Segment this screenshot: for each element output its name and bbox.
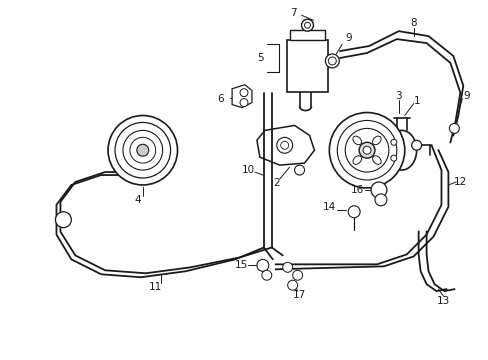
Polygon shape xyxy=(256,125,314,165)
Circle shape xyxy=(282,262,292,272)
Text: 12: 12 xyxy=(453,177,466,187)
Circle shape xyxy=(301,19,313,31)
Text: 10: 10 xyxy=(241,165,254,175)
Text: 7: 7 xyxy=(290,8,296,18)
Circle shape xyxy=(262,270,271,280)
Text: 13: 13 xyxy=(436,296,449,306)
Circle shape xyxy=(280,141,288,149)
Circle shape xyxy=(294,165,304,175)
Text: 16: 16 xyxy=(350,185,363,195)
Text: 2: 2 xyxy=(273,178,280,188)
Circle shape xyxy=(122,130,163,170)
Circle shape xyxy=(345,129,388,172)
Circle shape xyxy=(115,122,170,178)
Circle shape xyxy=(130,137,155,163)
Text: 5: 5 xyxy=(257,53,264,63)
Circle shape xyxy=(276,137,292,153)
Circle shape xyxy=(337,121,396,180)
Ellipse shape xyxy=(352,136,361,145)
Circle shape xyxy=(390,155,396,161)
Text: 9: 9 xyxy=(344,33,351,43)
Text: 8: 8 xyxy=(409,18,416,28)
Circle shape xyxy=(137,144,148,156)
Ellipse shape xyxy=(352,156,361,164)
Circle shape xyxy=(287,280,297,290)
Circle shape xyxy=(390,139,396,145)
Circle shape xyxy=(304,22,310,28)
Circle shape xyxy=(370,182,386,198)
Ellipse shape xyxy=(386,130,416,170)
Polygon shape xyxy=(232,85,251,108)
Circle shape xyxy=(448,123,458,133)
Circle shape xyxy=(374,194,386,206)
Text: 3: 3 xyxy=(395,91,401,101)
Ellipse shape xyxy=(372,136,380,145)
Bar xyxy=(286,40,327,92)
Circle shape xyxy=(108,116,177,185)
Text: 11: 11 xyxy=(149,282,162,292)
Text: 4: 4 xyxy=(134,195,141,205)
Text: 1: 1 xyxy=(412,96,419,105)
Circle shape xyxy=(328,113,404,188)
Circle shape xyxy=(325,54,339,68)
Text: 15: 15 xyxy=(234,260,247,270)
Circle shape xyxy=(240,89,247,96)
Bar xyxy=(289,30,325,40)
Circle shape xyxy=(362,146,370,154)
Circle shape xyxy=(256,260,268,271)
Circle shape xyxy=(358,142,374,158)
Circle shape xyxy=(240,99,247,107)
Circle shape xyxy=(327,57,336,65)
Circle shape xyxy=(55,212,71,228)
Text: 17: 17 xyxy=(292,290,305,300)
Ellipse shape xyxy=(372,156,380,164)
Circle shape xyxy=(411,140,421,150)
Text: 9: 9 xyxy=(462,91,468,101)
Circle shape xyxy=(292,270,302,280)
Circle shape xyxy=(347,206,359,218)
Text: 14: 14 xyxy=(322,202,335,212)
Text: 6: 6 xyxy=(217,94,223,104)
